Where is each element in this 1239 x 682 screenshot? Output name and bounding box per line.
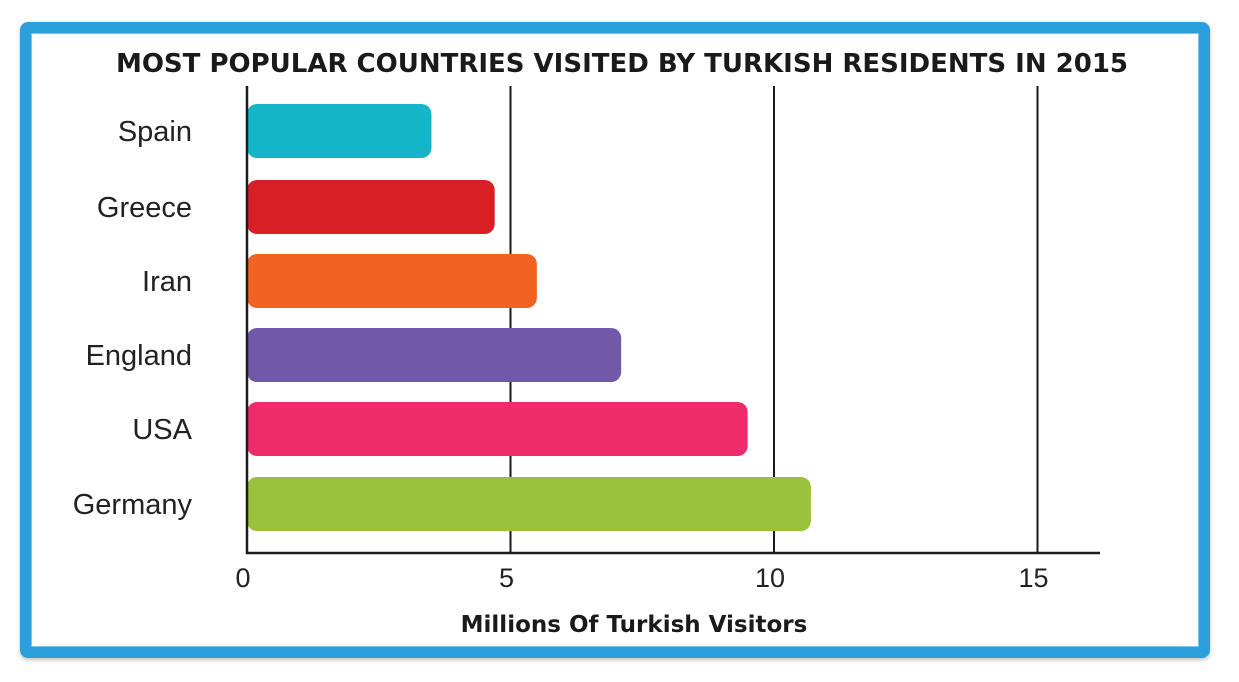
category-labels: Spain Greece Iran England USA Germany (73, 116, 193, 521)
bars (247, 104, 811, 531)
bar-usa (247, 402, 748, 456)
x-tick-label-10: 10 (755, 563, 785, 593)
axes (245, 86, 1100, 555)
x-tick-label-15: 15 (1018, 563, 1048, 593)
category-label-germany: Germany (73, 489, 193, 521)
x-tick-label-0: 0 (235, 563, 250, 593)
tick-labels: 0 5 10 15 (235, 563, 1048, 593)
x-axis-label: Millions Of Turkish Visitors (461, 612, 808, 638)
category-label-usa: USA (132, 414, 192, 446)
category-label-england: England (86, 340, 192, 372)
gridlines (509, 86, 1039, 553)
bar-greece (247, 180, 495, 234)
bar-germany (247, 477, 811, 531)
category-label-iran: Iran (142, 266, 192, 298)
category-label-greece: Greece (97, 192, 192, 224)
bar-iran (247, 254, 537, 308)
bar-england (247, 328, 622, 382)
x-tick-label-5: 5 (499, 563, 514, 593)
bar-spain (247, 104, 432, 158)
chart-title: MOST POPULAR COUNTRIES VISITED BY TURKIS… (116, 49, 1128, 79)
category-label-spain: Spain (118, 116, 192, 148)
